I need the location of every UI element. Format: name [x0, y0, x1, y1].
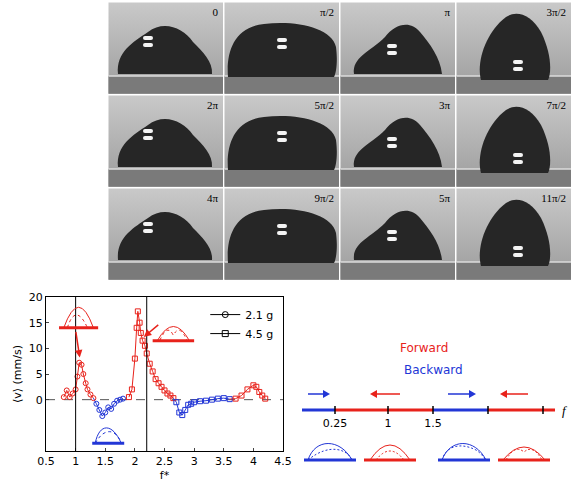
svg-text:7π/2: 7π/2 — [546, 99, 566, 111]
svg-text:3.5: 3.5 — [215, 455, 233, 468]
svg-text:2: 2 — [131, 455, 138, 468]
svg-text:5: 5 — [36, 368, 43, 381]
svg-text:1.5: 1.5 — [424, 417, 442, 430]
svg-text:4π: 4π — [207, 192, 219, 204]
svg-text:4: 4 — [250, 455, 257, 468]
svg-text:2.1 g: 2.1 g — [245, 309, 273, 322]
svg-text:11π/2: 11π/2 — [541, 192, 566, 204]
svg-text:0: 0 — [36, 394, 43, 407]
svg-text:⟨v⟩ (mm/s): ⟨v⟩ (mm/s) — [11, 345, 24, 403]
svg-text:15: 15 — [29, 317, 43, 330]
svg-text:4.5 g: 4.5 g — [245, 328, 273, 341]
svg-text:Backward: Backward — [404, 363, 463, 377]
svg-text:2π: 2π — [207, 99, 219, 111]
svg-text:f: f — [562, 403, 568, 418]
svg-text:f*: f* — [160, 469, 170, 482]
svg-text:3π/2: 3π/2 — [546, 6, 566, 18]
svg-text:0.25: 0.25 — [323, 417, 348, 430]
svg-text:5π: 5π — [439, 192, 451, 204]
svg-text:3: 3 — [191, 455, 198, 468]
svg-text:9π/2: 9π/2 — [314, 192, 334, 204]
svg-text:1.5: 1.5 — [97, 455, 115, 468]
svg-text:0.5: 0.5 — [37, 455, 55, 468]
svg-text:10: 10 — [29, 342, 43, 355]
svg-text:5π/2: 5π/2 — [314, 99, 334, 111]
svg-text:4.5: 4.5 — [274, 455, 292, 468]
svg-text:20: 20 — [29, 291, 43, 304]
svg-text:1: 1 — [72, 455, 79, 468]
svg-text:2.5: 2.5 — [156, 455, 174, 468]
svg-text:π/2: π/2 — [320, 6, 334, 18]
svg-text:0: 0 — [213, 6, 219, 18]
svg-text:1: 1 — [385, 417, 392, 430]
svg-text:Forward: Forward — [400, 341, 448, 355]
svg-text:3π: 3π — [439, 99, 451, 111]
svg-text:π: π — [444, 6, 450, 18]
